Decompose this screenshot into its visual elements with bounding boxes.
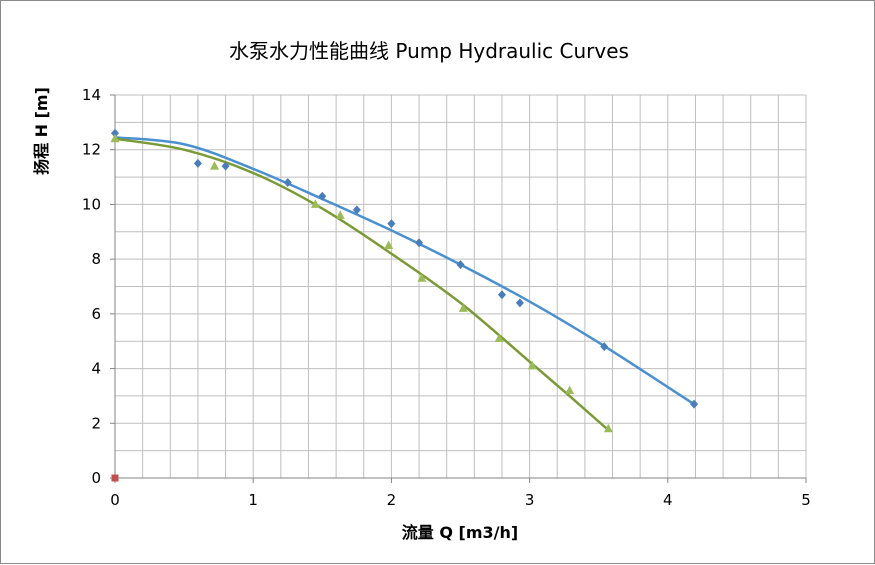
data-point-diamond <box>515 298 524 308</box>
y-tick-label: 12 <box>82 141 101 159</box>
data-point-triangle <box>494 333 504 342</box>
y-tick-label: 10 <box>82 195 101 213</box>
data-point-square <box>111 474 119 482</box>
y-tick-label: 0 <box>91 469 101 487</box>
data-point-triangle <box>458 303 468 312</box>
axes <box>110 94 807 483</box>
y-tick-label: 4 <box>91 360 101 378</box>
x-tick-label: 4 <box>663 491 673 509</box>
y-tick-label: 8 <box>91 250 101 268</box>
y-tick-label: 6 <box>91 305 101 323</box>
y-tick-label: 14 <box>82 86 101 104</box>
y-axis-label: 扬程 H [m] <box>32 87 51 175</box>
x-tick-label: 0 <box>110 491 120 509</box>
x-tick-label: 3 <box>525 491 535 509</box>
data-point-triangle <box>310 199 320 208</box>
grid <box>114 94 807 479</box>
data-point-diamond <box>387 219 396 229</box>
x-tick-label: 5 <box>801 491 811 509</box>
data-point-triangle <box>110 133 120 143</box>
y-tick-labels: 0 2 4 6 8 10 12 14 <box>82 86 101 487</box>
data-point-diamond <box>352 205 361 215</box>
data-point-diamond <box>415 238 424 248</box>
data-point-diamond <box>318 191 327 201</box>
chart-title: 水泵水力性能曲线 Pump Hydraulic Curves <box>229 39 629 63</box>
x-tick-label: 1 <box>248 491 258 509</box>
x-axis-label: 流量 Q [m3/h] <box>402 523 518 542</box>
data-point-diamond <box>193 158 202 168</box>
trendline <box>114 137 610 432</box>
data-point-diamond <box>456 260 465 270</box>
data-point-triangle <box>384 240 394 249</box>
data-point-triangle <box>565 385 575 394</box>
data-point-diamond <box>600 342 609 352</box>
data-point-triangle <box>527 360 537 370</box>
trendline <box>114 136 695 406</box>
y-tick-label: 2 <box>91 414 101 432</box>
data-point-diamond <box>690 399 699 409</box>
data-point-triangle <box>417 273 427 282</box>
data-point-triangle <box>335 210 345 219</box>
data-point-diamond <box>283 178 292 188</box>
data-point-diamond <box>497 290 506 300</box>
data-point-triangle <box>603 423 613 433</box>
data-points <box>110 128 699 482</box>
x-tick-label: 2 <box>387 491 397 509</box>
trendlines <box>114 136 695 432</box>
x-tick-labels: 0 1 2 3 4 5 <box>110 491 811 509</box>
data-point-diamond <box>221 161 230 171</box>
data-point-triangle <box>210 161 220 170</box>
data-point-diamond <box>111 128 119 138</box>
